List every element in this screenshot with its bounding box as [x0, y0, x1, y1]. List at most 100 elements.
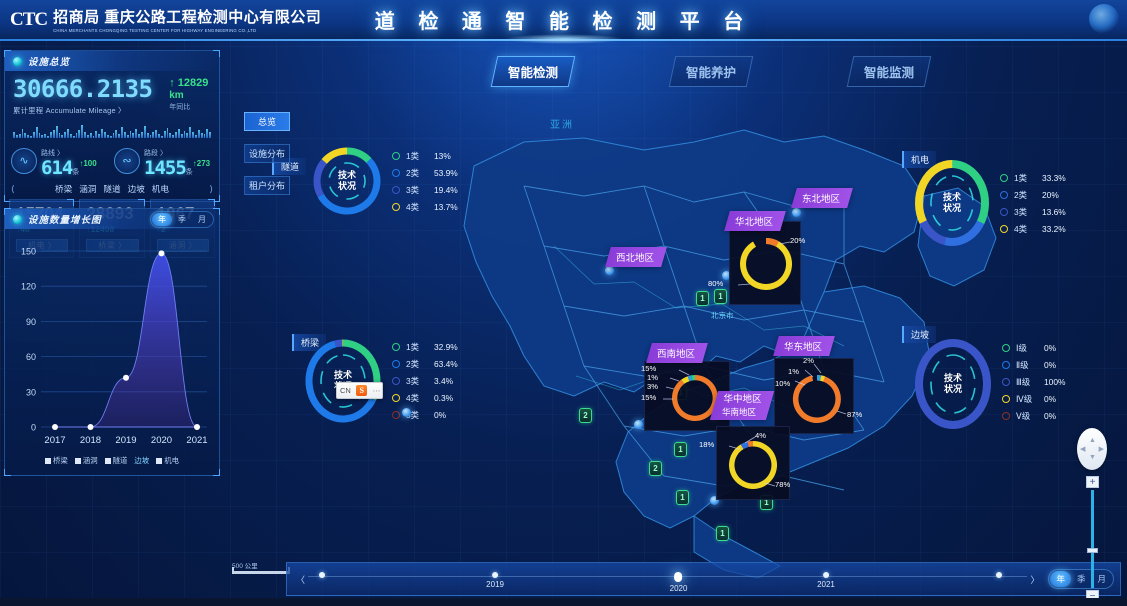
- route-stat-label: 路线 〉: [41, 150, 64, 157]
- mileage-sparkline: [13, 121, 212, 138]
- donut-group-slope: 边坡 技术 状况 Ⅰ级 0% Ⅱ级 0% Ⅲ级 100% Ⅳ级 0% Ⅴ级 0%: [902, 326, 1065, 430]
- legend-name: 4类: [1014, 223, 1028, 234]
- legend-name: 2类: [1014, 189, 1028, 200]
- region-donut-north: [737, 237, 793, 290]
- region-pin-northeast[interactable]: [792, 208, 801, 217]
- growth-range-month[interactable]: 月: [198, 215, 206, 224]
- legend-value: 53.9%: [434, 167, 458, 178]
- growth-range-year[interactable]: 年: [152, 213, 172, 226]
- ime-floating-widget[interactable]: CN S ⋮: [336, 382, 383, 399]
- map-marker[interactable]: 1: [676, 490, 689, 505]
- legend-row: 1类 32.9%: [392, 341, 458, 353]
- tab-intelligent-monitoring[interactable]: 智能监测: [846, 56, 932, 87]
- legend-item: 边坡: [134, 455, 149, 466]
- growth-range-quarter[interactable]: 季: [178, 215, 186, 224]
- map-marker[interactable]: 2: [649, 461, 662, 476]
- legend-value: 3.4%: [434, 376, 454, 386]
- donut-center-line1: 技术: [333, 369, 352, 380]
- region-pct-north: 20%: [790, 236, 806, 245]
- map-nav-tenant-distribution[interactable]: 租户分布: [244, 176, 290, 195]
- region-label: 华东地区: [784, 342, 823, 353]
- donut-center-line1: 技术: [942, 191, 961, 202]
- timeline-range-quarter[interactable]: 季: [1076, 574, 1086, 584]
- donut-legend-tunnel: 1类 13% 2类 53.9% 3类 19.4% 4类 13.7%: [392, 150, 458, 213]
- ime-menu-icon[interactable]: ⋮: [371, 386, 381, 395]
- divider: [160, 77, 162, 117]
- donut-chart-bridge: 技术 状况: [304, 338, 382, 424]
- accumulate-mileage-label[interactable]: 累计里程 Accumulate Mileage 〉: [13, 106, 126, 115]
- region-tag-east[interactable]: 华东地区: [773, 336, 835, 356]
- category-tab-biaopo[interactable]: 边坡: [127, 184, 145, 194]
- zoom-slider-track[interactable]: [1087, 490, 1098, 588]
- region-tag-northwest[interactable]: 西北地区: [605, 247, 667, 267]
- timeline-tick-2021[interactable]: 2021: [817, 572, 835, 589]
- region-pin-south[interactable]: [710, 496, 719, 505]
- legend-name: Ⅰ级: [1016, 343, 1027, 353]
- timeline-tick-2019[interactable]: 2019: [486, 572, 504, 589]
- map-pan-control[interactable]: ▲ ▼ ◀ ▶: [1077, 428, 1107, 470]
- category-tab-handong[interactable]: 涵洞: [79, 184, 97, 194]
- legend-value: 32.9%: [434, 342, 458, 352]
- donut-chart-slope: 技术 状况: [914, 338, 992, 430]
- svg-text:30: 30: [26, 387, 36, 397]
- region-tag-southwest[interactable]: 西南地区: [646, 343, 708, 363]
- map-marker[interactable]: 2: [579, 408, 592, 423]
- category-next-arrow[interactable]: ⟩: [209, 183, 213, 194]
- timeline-range-year[interactable]: 年: [1050, 571, 1071, 587]
- donut-center-text: 技术 状况: [312, 146, 382, 216]
- timeline-bar[interactable]: 〈 2019 2020 2021: [286, 562, 1121, 596]
- region-pin-north[interactable]: [722, 271, 731, 280]
- region-pin-northwest[interactable]: [605, 266, 614, 275]
- tab-label: 智能检测: [508, 66, 559, 80]
- map-nav-facility-distribution[interactable]: 设施分布: [244, 144, 290, 163]
- timeline-handle-end[interactable]: [995, 572, 1002, 578]
- region-pin-west[interactable]: [402, 408, 411, 417]
- tab-label: 智能监测: [864, 66, 915, 80]
- category-prev-arrow[interactable]: ⟨: [11, 183, 15, 194]
- corner-accent: [213, 50, 220, 57]
- region-pin-southwest[interactable]: [634, 420, 643, 429]
- growth-chart-title: 设施数量增长图: [28, 215, 102, 226]
- zoom-in-button[interactable]: +: [1086, 476, 1099, 488]
- donut-svg: [915, 160, 989, 246]
- category-tab-jidian[interactable]: 机电: [151, 184, 169, 194]
- legend-label: 机电: [164, 456, 179, 465]
- legend-row: 4类 33.2%: [1000, 223, 1066, 235]
- map-marker[interactable]: 1: [674, 442, 687, 457]
- china-map: [463, 129, 997, 579]
- ime-mode-label[interactable]: CN: [340, 386, 351, 395]
- timeline-prev-button[interactable]: 〈: [296, 574, 306, 585]
- timeline-next-button[interactable]: 〉: [1030, 574, 1040, 585]
- legend-name: 3类: [1014, 206, 1028, 217]
- tab-intelligent-maintenance[interactable]: 智能养护: [668, 56, 754, 87]
- donut-legend-electromech: 1类 33.3% 2类 20% 3类 13.6% 4类 33.2%: [1000, 172, 1066, 235]
- map-scale: 500 公里: [232, 560, 290, 574]
- map-marker[interactable]: 1: [714, 289, 727, 304]
- timeline-track[interactable]: 2019 2020 2021: [308, 563, 1028, 595]
- segment-stat[interactable]: ∾ 路段 〉 1455条↑273: [114, 143, 213, 178]
- route-stat[interactable]: ∿ 路线 〉 614条↑100: [11, 143, 110, 178]
- facility-overview-title: 设施总览: [28, 57, 71, 68]
- legend-name: 3类: [406, 376, 420, 386]
- legend-name: 2类: [406, 167, 420, 178]
- timeline-tick-label: 2019: [486, 580, 504, 589]
- map-nav-overview[interactable]: 总览: [244, 112, 290, 131]
- map-marker[interactable]: 1: [696, 291, 709, 306]
- timeline-tick-2020[interactable]: 2020: [670, 572, 687, 593]
- ime-logo-icon[interactable]: S: [356, 385, 368, 396]
- segment-stat-value: 1455: [144, 157, 187, 179]
- zoom-slider-handle[interactable]: [1087, 548, 1098, 553]
- map-marker[interactable]: 1: [716, 526, 729, 541]
- region-tag-northeast[interactable]: 东北地区: [791, 188, 853, 208]
- timeline-handle-start[interactable]: [319, 572, 326, 578]
- category-tab-qiaoliang[interactable]: 桥梁: [54, 184, 73, 194]
- timeline-range-month[interactable]: 月: [1097, 574, 1106, 584]
- donut-chart-electromech: 技术 状况: [914, 159, 990, 247]
- region-tag-north[interactable]: 华北地区: [724, 211, 786, 231]
- map-area[interactable]: 亚洲 总览 设施分布 租户分布 智能检测 智能养护 智能监测 隧道 技术: [224, 46, 1125, 602]
- category-tab-suidao[interactable]: 隧道: [103, 184, 121, 194]
- donut-svg: [313, 147, 381, 215]
- tab-intelligent-detection[interactable]: 智能检测: [490, 56, 576, 87]
- map-zoom-control[interactable]: + −: [1086, 476, 1099, 602]
- region-tag-central[interactable]: 华中地区 华南地区: [709, 391, 775, 421]
